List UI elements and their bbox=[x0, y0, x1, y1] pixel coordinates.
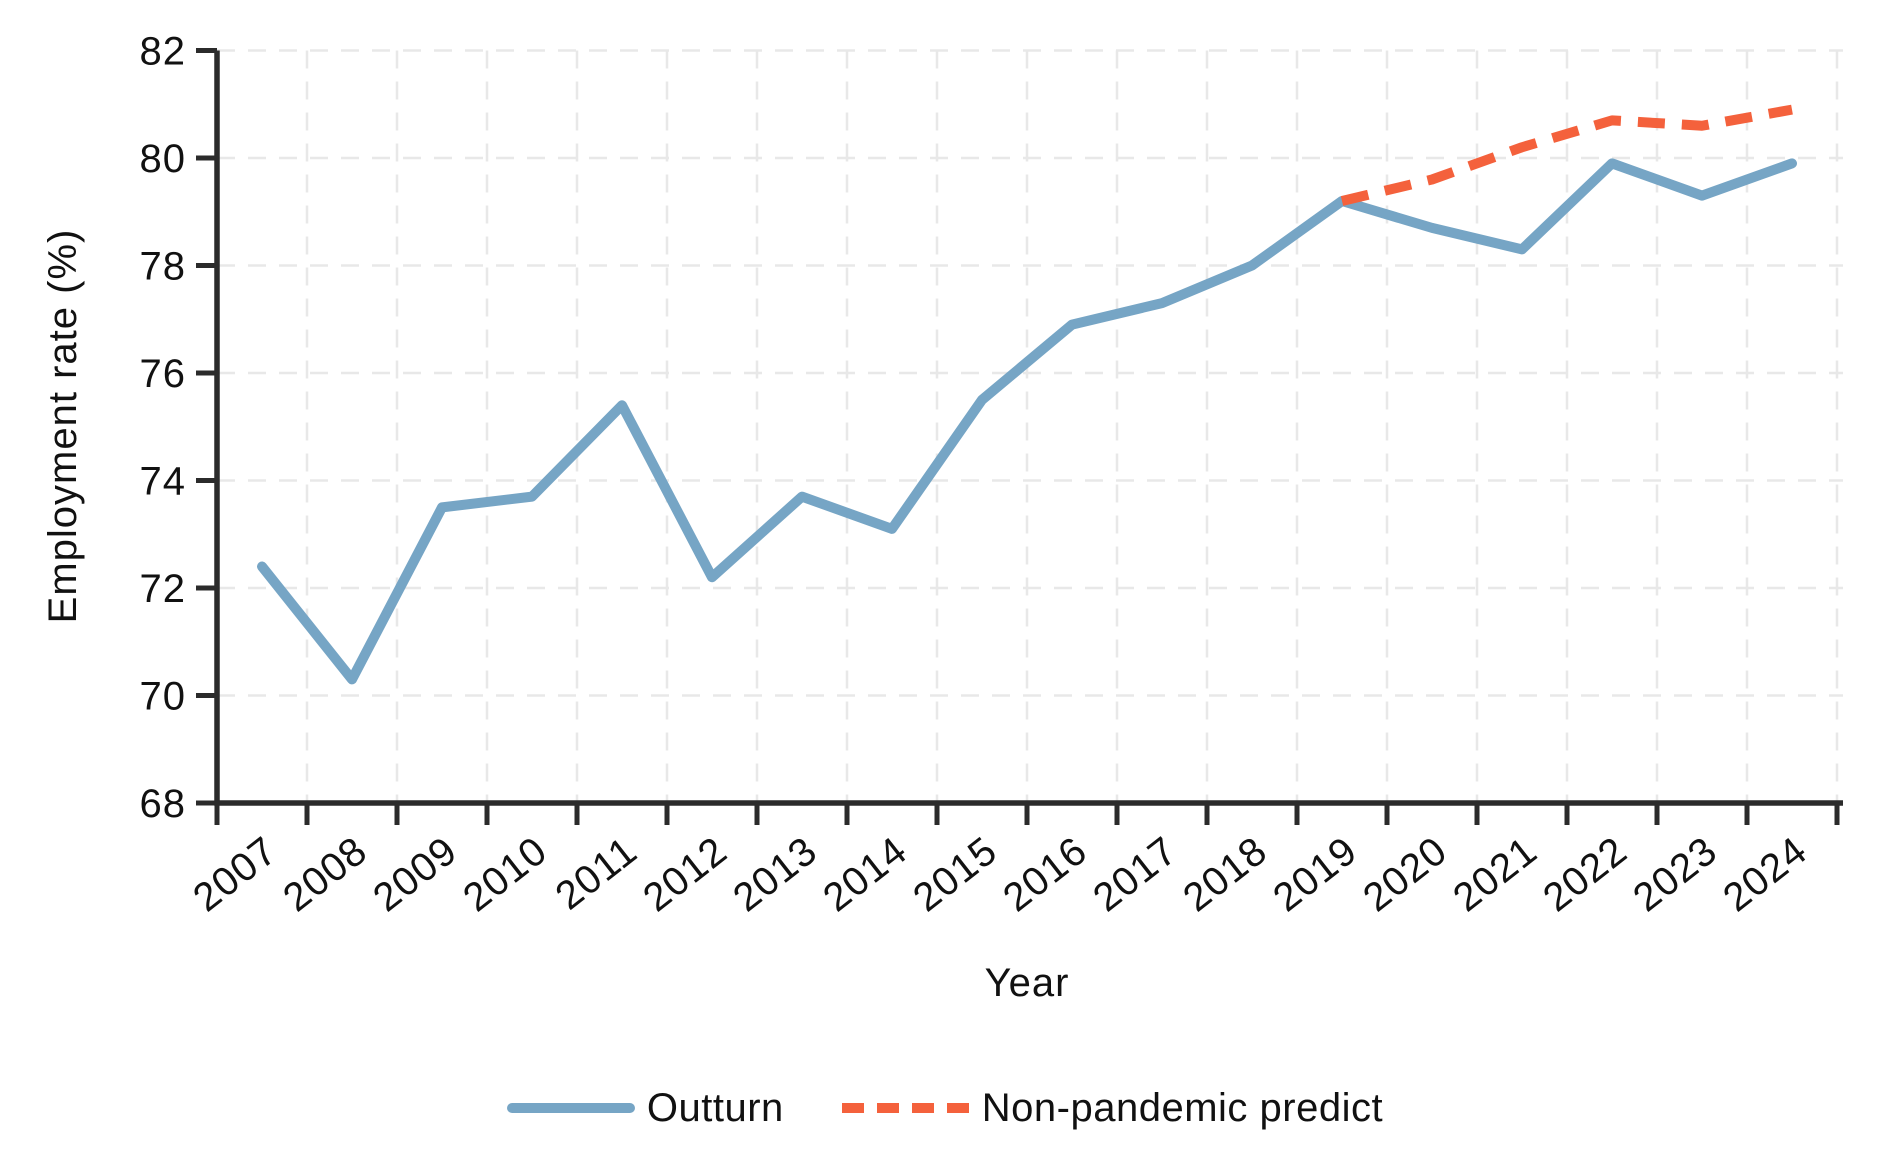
y-tick-label: 72 bbox=[140, 567, 187, 611]
y-tick-label: 82 bbox=[140, 30, 187, 74]
x-tick-label: 2009 bbox=[365, 828, 465, 920]
y-tick-label: 68 bbox=[140, 782, 187, 826]
outturn-line bbox=[257, 158, 1797, 685]
x-tick-label: 2022 bbox=[1535, 828, 1635, 920]
y-axis-title: Employment rate (%) bbox=[41, 229, 85, 624]
outturn-line-swatch bbox=[506, 1103, 635, 1113]
x-tick-label: 2012 bbox=[635, 828, 735, 920]
x-tick-label: 2024 bbox=[1715, 828, 1815, 920]
axis-line bbox=[214, 50, 1843, 806]
y-tick-label: 74 bbox=[140, 460, 187, 504]
x-tick-label: 2018 bbox=[1175, 828, 1275, 920]
non-pandemic-predict-line bbox=[1340, 104, 1793, 206]
legend-item-outturn: Outturn bbox=[505, 1086, 784, 1131]
data-series bbox=[257, 104, 1797, 685]
x-tick-label: 2016 bbox=[995, 828, 1095, 920]
x-tick-label: 2021 bbox=[1445, 828, 1545, 920]
x-tick-label: 2019 bbox=[1265, 828, 1365, 920]
x-tick-label: 2008 bbox=[275, 828, 375, 920]
x-tick-label: 2011 bbox=[548, 828, 646, 918]
x-tick-label: 2023 bbox=[1625, 828, 1725, 920]
x-tick-label: 2010 bbox=[455, 828, 555, 920]
legend: Outturn Non-pandemic predict bbox=[0, 1082, 1888, 1134]
x-axis-title: Year bbox=[985, 961, 1070, 1005]
x-tick-label: 2015 bbox=[905, 828, 1005, 920]
tick-labels: 68 70 72 74 76 78 80 82 200720082009201020112012… bbox=[140, 30, 1816, 921]
x-tick-label: 2013 bbox=[725, 828, 825, 920]
y-tick-label: 78 bbox=[140, 245, 187, 289]
x-tick-label: 2020 bbox=[1355, 828, 1455, 920]
y-tick-label: 70 bbox=[140, 675, 187, 719]
gridlines bbox=[215, 49, 1843, 805]
x-tick-label: 2014 bbox=[815, 828, 915, 920]
y-tick-label: 76 bbox=[140, 352, 187, 396]
non-pandemic-predict-line-swatch bbox=[841, 1103, 970, 1113]
legend-item-non-pandemic-predict: Non-pandemic predict bbox=[840, 1086, 1383, 1131]
axes bbox=[196, 48, 1843, 825]
x-tick-label: 2017 bbox=[1085, 828, 1185, 920]
x-tick-label: 2007 bbox=[185, 828, 285, 920]
legend-label-outturn: Outturn bbox=[646, 1085, 784, 1130]
legend-label-non-pandemic-predict: Non-pandemic predict bbox=[981, 1085, 1384, 1130]
y-tick-label: 80 bbox=[140, 137, 187, 181]
